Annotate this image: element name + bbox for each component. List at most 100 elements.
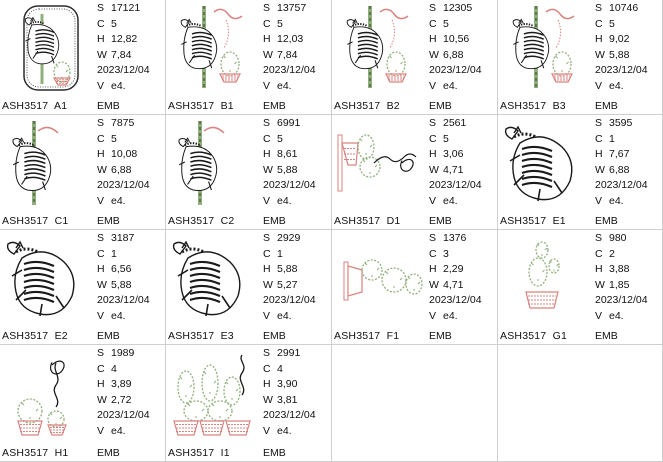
meta-value: 7875	[111, 117, 135, 129]
file-format: EMB	[97, 447, 120, 459]
meta-stitches: S 1989	[97, 346, 150, 362]
meta-label: C	[595, 247, 603, 260]
meta-value: 980	[609, 232, 627, 244]
meta-label: C	[429, 17, 437, 30]
meta-value: 4,71	[443, 278, 464, 291]
meta-value: 2023/12/04	[595, 294, 648, 306]
meta-value: e4.	[609, 194, 624, 207]
meta-label: H	[97, 378, 105, 390]
meta-value: 3187	[111, 232, 135, 244]
meta-value: 2023/12/04	[97, 64, 150, 76]
design-name: ASH3517 E3	[168, 330, 234, 342]
meta-label: C	[429, 247, 437, 260]
meta-value: 2023/12/04	[97, 294, 150, 306]
meta-width: W 5,27	[263, 278, 316, 294]
meta-label: H	[97, 263, 105, 275]
design-name: ASH3517 B1	[168, 100, 234, 112]
meta-value: 9,02	[609, 33, 630, 45]
file-format: EMB	[429, 215, 452, 227]
meta-value: 1376	[443, 232, 467, 244]
design-name: ASH3517 C1	[2, 215, 69, 227]
meta-label: W	[263, 393, 273, 406]
meta-value: 6,88	[443, 48, 464, 61]
embroidery-preview-image	[336, 117, 426, 209]
meta-value: 3595	[609, 117, 633, 129]
meta-value: e4.	[111, 194, 126, 207]
design-name: ASH3517 F1	[334, 330, 400, 342]
meta-value: 2023/12/04	[429, 179, 482, 191]
meta-label: V	[263, 194, 271, 207]
meta-value: 2023/12/04	[429, 294, 482, 306]
meta-value: 2,29	[443, 263, 464, 275]
meta-height: H 9,02	[595, 32, 648, 48]
meta-date: 2023/12/04	[429, 178, 482, 194]
meta-label: C	[595, 17, 603, 30]
file-format: EMB	[263, 447, 286, 459]
meta-value: 2023/12/04	[97, 409, 150, 421]
meta-height: H 10,56	[429, 32, 482, 48]
meta-height: H 2,29	[429, 262, 482, 278]
meta-value: 5	[277, 132, 283, 145]
meta-label: S	[263, 347, 271, 359]
meta-label: W	[595, 163, 605, 176]
meta-width: W 6,88	[595, 163, 648, 179]
meta-label: S	[97, 117, 105, 129]
meta-value: e4.	[111, 79, 126, 92]
meta-label: W	[97, 393, 107, 406]
meta-value: e4.	[277, 309, 292, 322]
meta-height: H 3,90	[263, 377, 316, 393]
meta-date: 2023/12/04	[263, 293, 316, 309]
meta-value: 10,56	[443, 33, 470, 45]
meta-label: W	[263, 278, 273, 291]
meta-value: 10746	[609, 2, 639, 14]
meta-value: 2991	[277, 347, 301, 359]
meta-date: 2023/12/04	[595, 178, 648, 194]
meta-height: H 12,82	[97, 32, 150, 48]
meta-label: S	[595, 232, 603, 244]
meta-label: V	[97, 424, 105, 437]
meta-value: e4.	[277, 194, 292, 207]
meta-value: 1	[277, 247, 283, 260]
meta-value: 6991	[277, 117, 301, 129]
meta-value: 4	[111, 362, 117, 375]
meta-value: 2023/12/04	[263, 179, 316, 191]
meta-label: S	[429, 2, 437, 14]
meta-value: 2023/12/04	[263, 409, 316, 421]
meta-value: 5,88	[277, 263, 298, 275]
meta-value: 4	[277, 362, 283, 375]
meta-stitches: S 7875	[97, 116, 150, 132]
meta-label: C	[97, 362, 105, 375]
design-name: ASH3517 E1	[500, 215, 566, 227]
meta-stitches: S 2991	[263, 346, 316, 362]
embroidery-preview-image	[4, 2, 94, 94]
